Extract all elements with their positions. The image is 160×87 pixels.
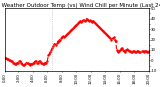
Title: Milwaukee Weather Outdoor Temp (vs) Wind Chill per Minute (Last 24 Hours): Milwaukee Weather Outdoor Temp (vs) Wind…	[0, 3, 160, 8]
